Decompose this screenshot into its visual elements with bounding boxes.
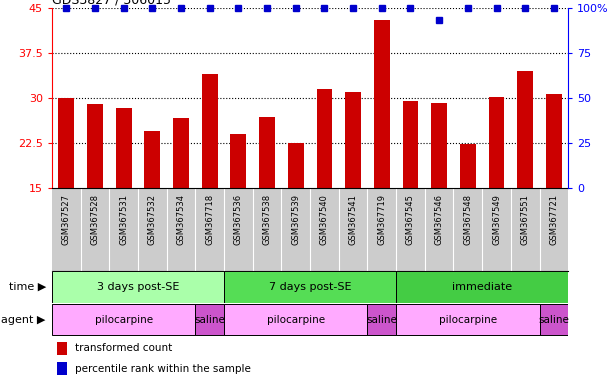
Text: time ▶: time ▶ (9, 282, 46, 292)
Text: GSM367721: GSM367721 (549, 194, 558, 245)
Text: pilocarpine: pilocarpine (266, 314, 325, 325)
Bar (52, 271, 224, 303)
Text: GSM367718: GSM367718 (205, 194, 214, 245)
Text: GSM367548: GSM367548 (463, 194, 472, 245)
Text: GSM367534: GSM367534 (177, 194, 186, 245)
Bar (345, 92, 361, 188)
Text: GSM367549: GSM367549 (492, 194, 501, 245)
Text: GSM367539: GSM367539 (291, 194, 300, 245)
Text: immediate: immediate (452, 282, 512, 292)
Bar (57, 362, 67, 375)
Text: GSM367719: GSM367719 (377, 194, 386, 245)
Bar (173, 118, 189, 188)
Bar (431, 103, 447, 188)
Text: 3 days post-SE: 3 days post-SE (97, 282, 179, 292)
Bar (518, 71, 533, 188)
Text: 7 days post-SE: 7 days post-SE (269, 282, 351, 292)
Text: GSM367531: GSM367531 (119, 194, 128, 245)
Bar (202, 74, 218, 188)
Bar (224, 304, 367, 335)
Text: GSM367528: GSM367528 (90, 194, 100, 245)
Text: GDS3827 / 306015: GDS3827 / 306015 (52, 0, 171, 7)
Bar (57, 342, 67, 354)
Bar (52, 304, 196, 335)
Text: saline: saline (367, 314, 397, 325)
Bar (259, 117, 275, 188)
Bar (460, 144, 476, 188)
Bar (196, 304, 224, 335)
Text: pilocarpine: pilocarpine (95, 314, 153, 325)
Bar (374, 20, 390, 188)
Text: GSM367538: GSM367538 (263, 194, 271, 245)
Text: pilocarpine: pilocarpine (439, 314, 497, 325)
Text: GSM367541: GSM367541 (349, 194, 357, 245)
Text: transformed count: transformed count (75, 343, 172, 353)
Text: GSM367527: GSM367527 (62, 194, 71, 245)
Text: GSM367551: GSM367551 (521, 194, 530, 245)
Bar (316, 89, 332, 188)
Text: saline: saline (194, 314, 225, 325)
Bar (546, 94, 562, 188)
Bar (367, 304, 396, 335)
Bar (115, 108, 131, 188)
Bar (396, 271, 568, 303)
Text: GSM367540: GSM367540 (320, 194, 329, 245)
Text: GSM367545: GSM367545 (406, 194, 415, 245)
Bar (144, 131, 160, 188)
Bar (403, 101, 419, 188)
Text: percentile rank within the sample: percentile rank within the sample (75, 364, 251, 374)
Text: GSM367532: GSM367532 (148, 194, 157, 245)
Bar (396, 304, 540, 335)
Bar (489, 97, 505, 188)
Bar (540, 304, 568, 335)
Bar (230, 134, 246, 188)
Text: agent ▶: agent ▶ (1, 314, 46, 325)
Text: GSM367536: GSM367536 (234, 194, 243, 245)
Bar (59, 98, 74, 188)
Text: GSM367546: GSM367546 (434, 194, 444, 245)
Bar (224, 271, 396, 303)
Bar (288, 143, 304, 188)
Bar (87, 104, 103, 188)
Text: saline: saline (538, 314, 569, 325)
